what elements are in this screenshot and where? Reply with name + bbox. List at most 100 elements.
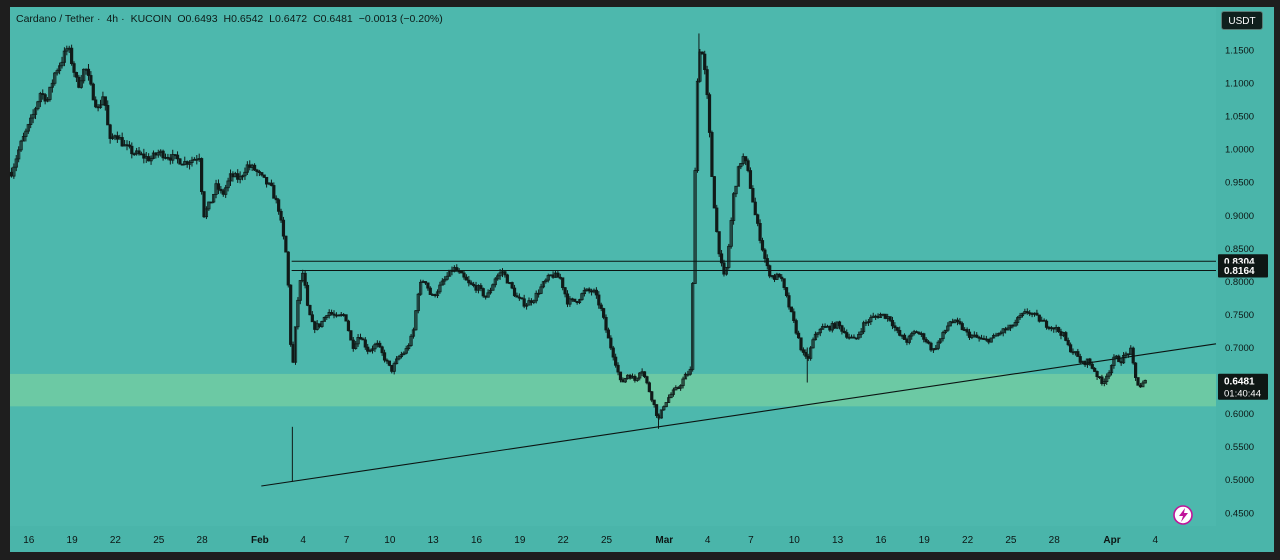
- candle: [642, 371, 647, 379]
- y-tick-label: 0.9500: [1225, 178, 1254, 189]
- candle: [729, 217, 733, 249]
- candle: [1136, 377, 1140, 386]
- candle: [652, 399, 656, 408]
- candle: [517, 293, 521, 301]
- candle: [255, 168, 259, 177]
- x-tick-label: 7: [748, 535, 754, 546]
- candle: [356, 334, 360, 347]
- candle: [799, 337, 803, 352]
- candle: [946, 322, 950, 332]
- high-value: H0.6542: [223, 13, 264, 25]
- candle: [202, 191, 206, 219]
- symbol-name[interactable]: Cardano / Tether: [16, 13, 95, 25]
- candle: [623, 377, 627, 383]
- x-tick-label: 19: [514, 535, 526, 546]
- candle: [1093, 366, 1097, 373]
- candle: [1134, 362, 1138, 381]
- support-zone[interactable]: [10, 373, 1216, 407]
- candle: [1088, 357, 1092, 366]
- candle: [784, 287, 789, 298]
- candle: [857, 331, 861, 340]
- candle: [1001, 328, 1005, 337]
- candle: [939, 338, 943, 344]
- candle: [219, 186, 223, 194]
- candle: [811, 337, 815, 349]
- candle: [695, 78, 700, 173]
- candle: [650, 390, 654, 403]
- candle: [818, 327, 822, 337]
- x-tick-label: 13: [832, 535, 844, 546]
- candle: [683, 372, 688, 380]
- candle: [664, 402, 668, 408]
- price-label-lower-line: 0.8164: [1218, 263, 1268, 278]
- candle: [370, 345, 375, 354]
- ascending-trendline[interactable]: [261, 343, 1217, 487]
- candle: [898, 326, 902, 337]
- candle: [707, 92, 712, 138]
- candle: [303, 269, 307, 289]
- interval-label[interactable]: 4h: [106, 13, 119, 25]
- time-axis[interactable]: [10, 526, 1274, 552]
- candle: [647, 381, 651, 393]
- candle: [934, 345, 938, 351]
- candle: [926, 339, 931, 345]
- candle: [74, 71, 79, 83]
- candle: [204, 206, 209, 220]
- candle: [479, 283, 483, 292]
- candle: [760, 237, 765, 252]
- candle: [688, 366, 692, 376]
- candle: [45, 97, 50, 103]
- candle: [443, 276, 447, 285]
- candle: [1037, 314, 1041, 323]
- candle: [910, 331, 914, 340]
- candle: [438, 281, 442, 294]
- candle: [1112, 354, 1116, 369]
- candle: [539, 283, 543, 295]
- candle: [392, 361, 396, 375]
- candle: [272, 182, 276, 199]
- candle: [190, 156, 194, 167]
- candle: [72, 61, 76, 78]
- candle: [12, 163, 16, 179]
- candle: [924, 337, 928, 344]
- candle: [991, 333, 996, 339]
- candle: [681, 376, 685, 389]
- candle: [382, 349, 387, 363]
- candle: [606, 327, 611, 339]
- candle: [53, 72, 57, 86]
- candle: [703, 50, 707, 75]
- candle: [758, 219, 762, 244]
- candle: [274, 195, 278, 204]
- plot-area[interactable]: [10, 7, 1216, 526]
- candle: [329, 309, 334, 316]
- candle: [1035, 309, 1039, 316]
- x-tick-label: 19: [919, 535, 931, 546]
- candle: [106, 100, 110, 126]
- lightning-replay-icon[interactable]: [1173, 505, 1193, 525]
- candle: [1018, 312, 1022, 320]
- candle: [65, 45, 69, 56]
- candle: [941, 330, 945, 342]
- candle: [922, 332, 926, 343]
- candle: [763, 248, 767, 263]
- candle: [462, 270, 466, 280]
- candle: [243, 167, 247, 180]
- candle: [171, 149, 175, 164]
- x-tick-label: 4: [1153, 535, 1159, 546]
- candle: [1143, 379, 1147, 384]
- candle: [524, 303, 529, 310]
- candle: [1076, 348, 1080, 357]
- candle: [744, 156, 748, 166]
- currency-button[interactable]: USDT: [1221, 11, 1263, 30]
- y-tick-label: 0.7000: [1225, 343, 1254, 354]
- candle: [746, 158, 750, 173]
- candle: [79, 74, 83, 89]
- candle: [809, 346, 813, 361]
- candle: [187, 160, 192, 170]
- candle: [816, 332, 820, 338]
- candle: [361, 337, 365, 341]
- candle: [505, 273, 509, 284]
- candle: [515, 292, 519, 298]
- candle: [240, 174, 245, 181]
